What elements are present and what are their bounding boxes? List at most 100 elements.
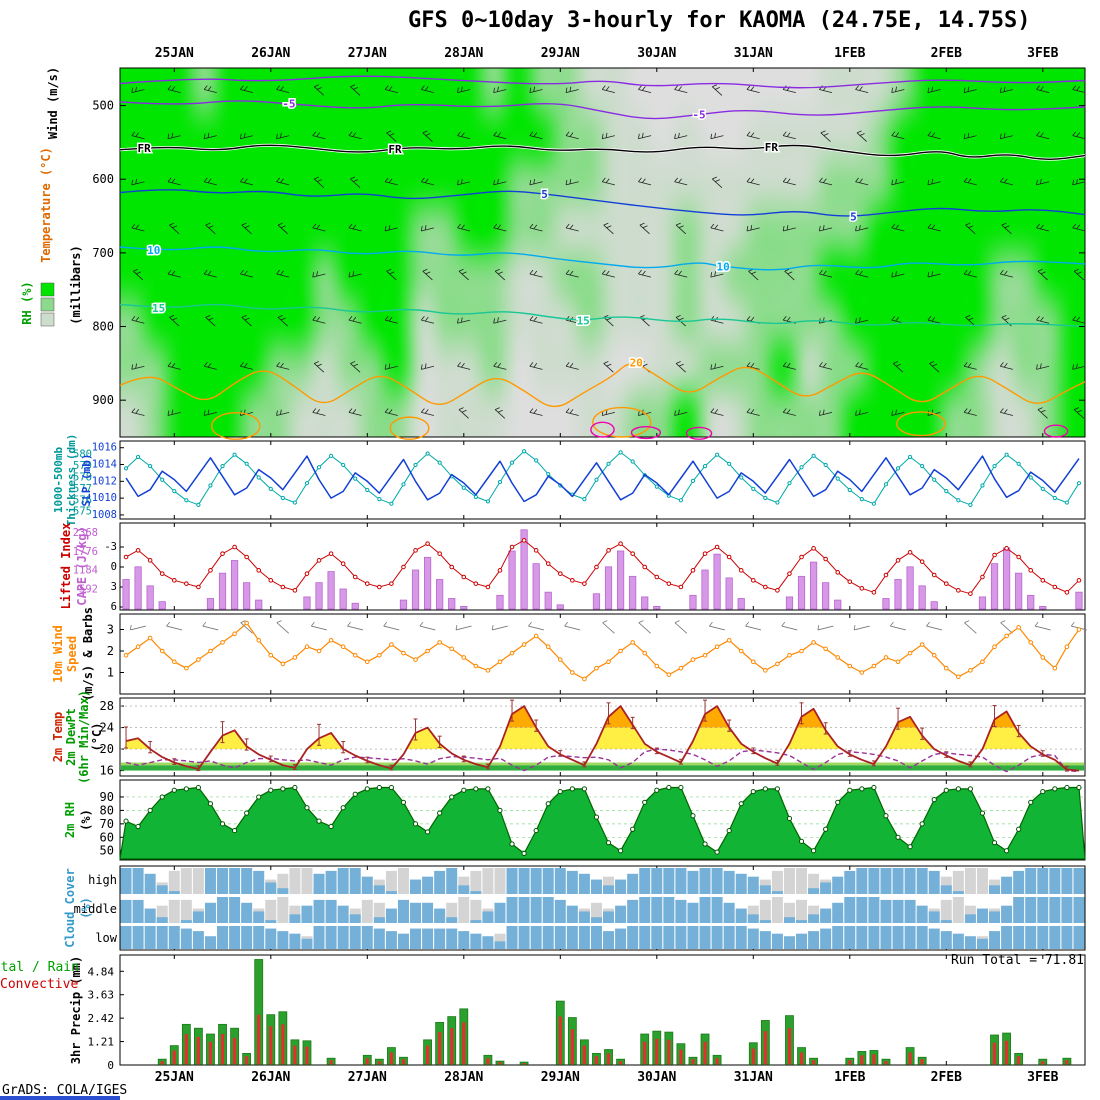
precip-conv-bar xyxy=(245,1056,249,1065)
precip-conv-bar xyxy=(172,1050,176,1065)
panel-border-p8 xyxy=(119,954,1086,1066)
date-label-bottom: 30JAN xyxy=(637,1070,676,1085)
precip-conv-bar xyxy=(220,1034,225,1065)
thickness-tick: 580 xyxy=(73,449,92,461)
slp-tick: 1012 xyxy=(92,475,117,487)
precip-conv-bar xyxy=(920,1059,924,1065)
precip-conv-bar xyxy=(691,1059,695,1065)
slp-tick: 1016 xyxy=(92,442,117,454)
grads-credit: GrADS: COLA/IGES xyxy=(2,1083,128,1098)
panel-frames xyxy=(119,67,1086,1066)
precip-conv-bar xyxy=(365,1058,369,1065)
rh-tick: 80 xyxy=(100,803,114,817)
li-tick: 3 xyxy=(111,581,117,593)
precip-tick: 0 xyxy=(107,1059,114,1072)
rh-legend-swatch xyxy=(40,282,55,297)
precip-conv-bar xyxy=(450,1028,454,1065)
precip-conv-bar xyxy=(1041,1061,1045,1065)
temp-tick: 20 xyxy=(100,742,114,756)
rh-tick: 70 xyxy=(100,817,114,831)
precip-conv-bar xyxy=(232,1037,237,1065)
wind-tick: 1 xyxy=(107,666,114,680)
date-label-top: 3FEB xyxy=(1027,46,1058,61)
axis-title-slp: SLP (mb) xyxy=(80,454,93,507)
panel-clouds: high middle low xyxy=(74,868,1085,949)
precip-legend-convective: Convective xyxy=(0,977,79,992)
date-label-bottom: 26JAN xyxy=(251,1070,290,1085)
axis-title-precip-rot: 3hr Precip (mm) xyxy=(69,956,83,1064)
panel-li-cape: 2368 1776 1184 592 -3 0 3 6 xyxy=(73,527,1083,613)
thickness-tick: 578 xyxy=(73,471,92,483)
precip-tick: 4.84 xyxy=(88,965,115,978)
precip-conv-bar xyxy=(751,1048,755,1065)
date-label-bottom: 2FEB xyxy=(931,1070,962,1085)
precip-conv-bar xyxy=(679,1049,683,1065)
rh-legend-swatch xyxy=(40,297,55,312)
grads-logo-bar xyxy=(0,1096,120,1100)
li-tick: -3 xyxy=(104,541,117,553)
precip-conv-bar xyxy=(582,1045,587,1065)
thickness-tick: 575 xyxy=(73,506,92,518)
axis-title-wind10-3: (m/s) & Barbs xyxy=(81,607,95,701)
precip-conv-bar xyxy=(884,1061,888,1065)
li-tick: 6 xyxy=(111,601,117,613)
precip-conv-bar xyxy=(1017,1056,1021,1065)
contour-label: FR xyxy=(765,141,779,154)
precip-conv-bar xyxy=(269,1026,273,1065)
date-label-bottom: 28JAN xyxy=(444,1070,483,1085)
precip-conv-bar xyxy=(811,1060,816,1065)
precip-conv-bar xyxy=(594,1056,599,1065)
axis-title-millibars: (millibars) xyxy=(69,245,83,324)
precip-conv-bar xyxy=(498,1062,502,1065)
temp-tick: 16 xyxy=(100,764,114,778)
pressure-tick-label: 500 xyxy=(92,99,114,113)
panel-upper-air: -5 -5 FR FR FR 5 5 10 10 15 15 20 500 600 700 800 900 xyxy=(40,75,1086,440)
temp-tick: 24 xyxy=(100,721,114,735)
precip-conv-bar xyxy=(860,1055,864,1065)
pressure-tick-label: 700 xyxy=(92,246,114,260)
axis-title-rh2m-1: 2m RH xyxy=(63,802,77,838)
slp-tick: 1008 xyxy=(92,509,117,521)
cape-tick: 1184 xyxy=(73,565,98,577)
cape-tick: 592 xyxy=(79,583,98,595)
axis-title-t2m-4: (°C) xyxy=(90,723,104,752)
precip-conv-bar xyxy=(992,1042,997,1065)
precip-legend-total: Total / Rain xyxy=(0,960,79,975)
contour-label: 5 xyxy=(541,188,548,201)
precip-conv-bar xyxy=(438,1032,442,1065)
date-label-bottom: 27JAN xyxy=(348,1070,387,1085)
contour-label: -5 xyxy=(692,108,705,121)
precip-conv-bar xyxy=(799,1052,804,1065)
temp-tick: 28 xyxy=(100,699,114,713)
precip-tick: 3.63 xyxy=(88,989,115,1002)
contour-label: FR xyxy=(138,142,152,155)
precip-conv-bar xyxy=(401,1059,406,1065)
date-label-top: 2FEB xyxy=(931,46,962,61)
precip-conv-bar xyxy=(667,1039,671,1065)
date-label-top: 26JAN xyxy=(251,46,290,61)
axis-title-temperature: Temperature (°C) xyxy=(39,147,53,263)
precip-conv-bar xyxy=(715,1058,719,1065)
precip-tick: 1.21 xyxy=(88,1036,115,1049)
precip-conv-bar xyxy=(281,1024,285,1065)
contour-label: -5 xyxy=(282,98,295,111)
wind-tick: 3 xyxy=(107,623,114,637)
precip-conv-bar xyxy=(618,1061,623,1065)
precip-conv-bar xyxy=(703,1041,707,1065)
axis-title-thickness-2: Thickness (dm) xyxy=(65,434,78,527)
panel-border-p4 xyxy=(119,613,1086,695)
axis-title-t2m-2: 2m DewPt xyxy=(64,708,78,766)
contour-label: 10 xyxy=(717,261,730,274)
date-label-bottom: 29JAN xyxy=(541,1070,580,1085)
axis-title-rh: RH (%) xyxy=(20,281,34,324)
li-tick: 0 xyxy=(111,561,117,573)
date-label-top: 27JAN xyxy=(348,46,387,61)
date-label-bottom: 3FEB xyxy=(1027,1070,1058,1085)
date-label-bottom: 25JAN xyxy=(155,1070,194,1085)
precip-conv-bar xyxy=(377,1061,381,1065)
precip-conv-bar xyxy=(522,1063,526,1065)
precip-conv-bar xyxy=(570,1029,574,1065)
